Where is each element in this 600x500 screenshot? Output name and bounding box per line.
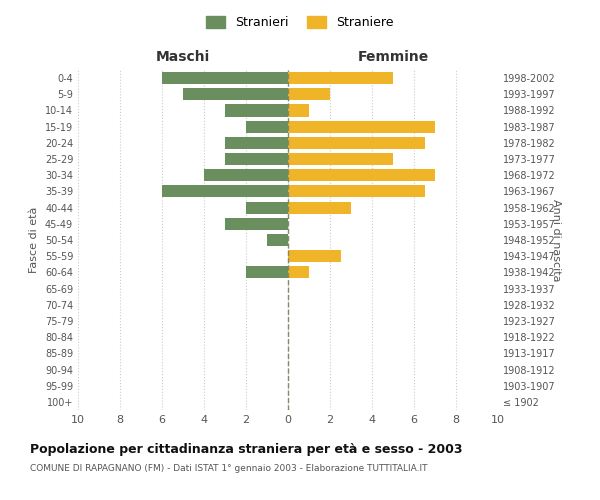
Bar [225,104,288,117]
Text: Popolazione per cittadinanza straniera per età e sesso - 2003: Popolazione per cittadinanza straniera p… [30,442,463,456]
Bar [288,120,435,132]
Bar [246,202,288,213]
Bar [246,120,288,132]
Bar [204,169,288,181]
Text: Maschi: Maschi [156,50,210,64]
Bar [162,186,288,198]
Bar [267,234,288,246]
Bar [183,88,288,101]
Bar [246,266,288,278]
Y-axis label: Fasce di età: Fasce di età [29,207,39,273]
Bar [288,72,393,84]
Legend: Stranieri, Straniere: Stranieri, Straniere [202,11,398,34]
Bar [288,104,309,117]
Bar [288,202,351,213]
Y-axis label: Anni di nascita: Anni di nascita [551,198,561,281]
Bar [288,186,425,198]
Bar [225,137,288,149]
Bar [225,153,288,165]
Text: COMUNE DI RAPAGNANO (FM) - Dati ISTAT 1° gennaio 2003 - Elaborazione TUTTITALIA.: COMUNE DI RAPAGNANO (FM) - Dati ISTAT 1°… [30,464,427,473]
Bar [288,266,309,278]
Bar [288,88,330,101]
Bar [288,250,341,262]
Bar [225,218,288,230]
Bar [162,72,288,84]
Bar [288,137,425,149]
Bar [288,153,393,165]
Bar [288,169,435,181]
Text: Femmine: Femmine [358,50,428,64]
